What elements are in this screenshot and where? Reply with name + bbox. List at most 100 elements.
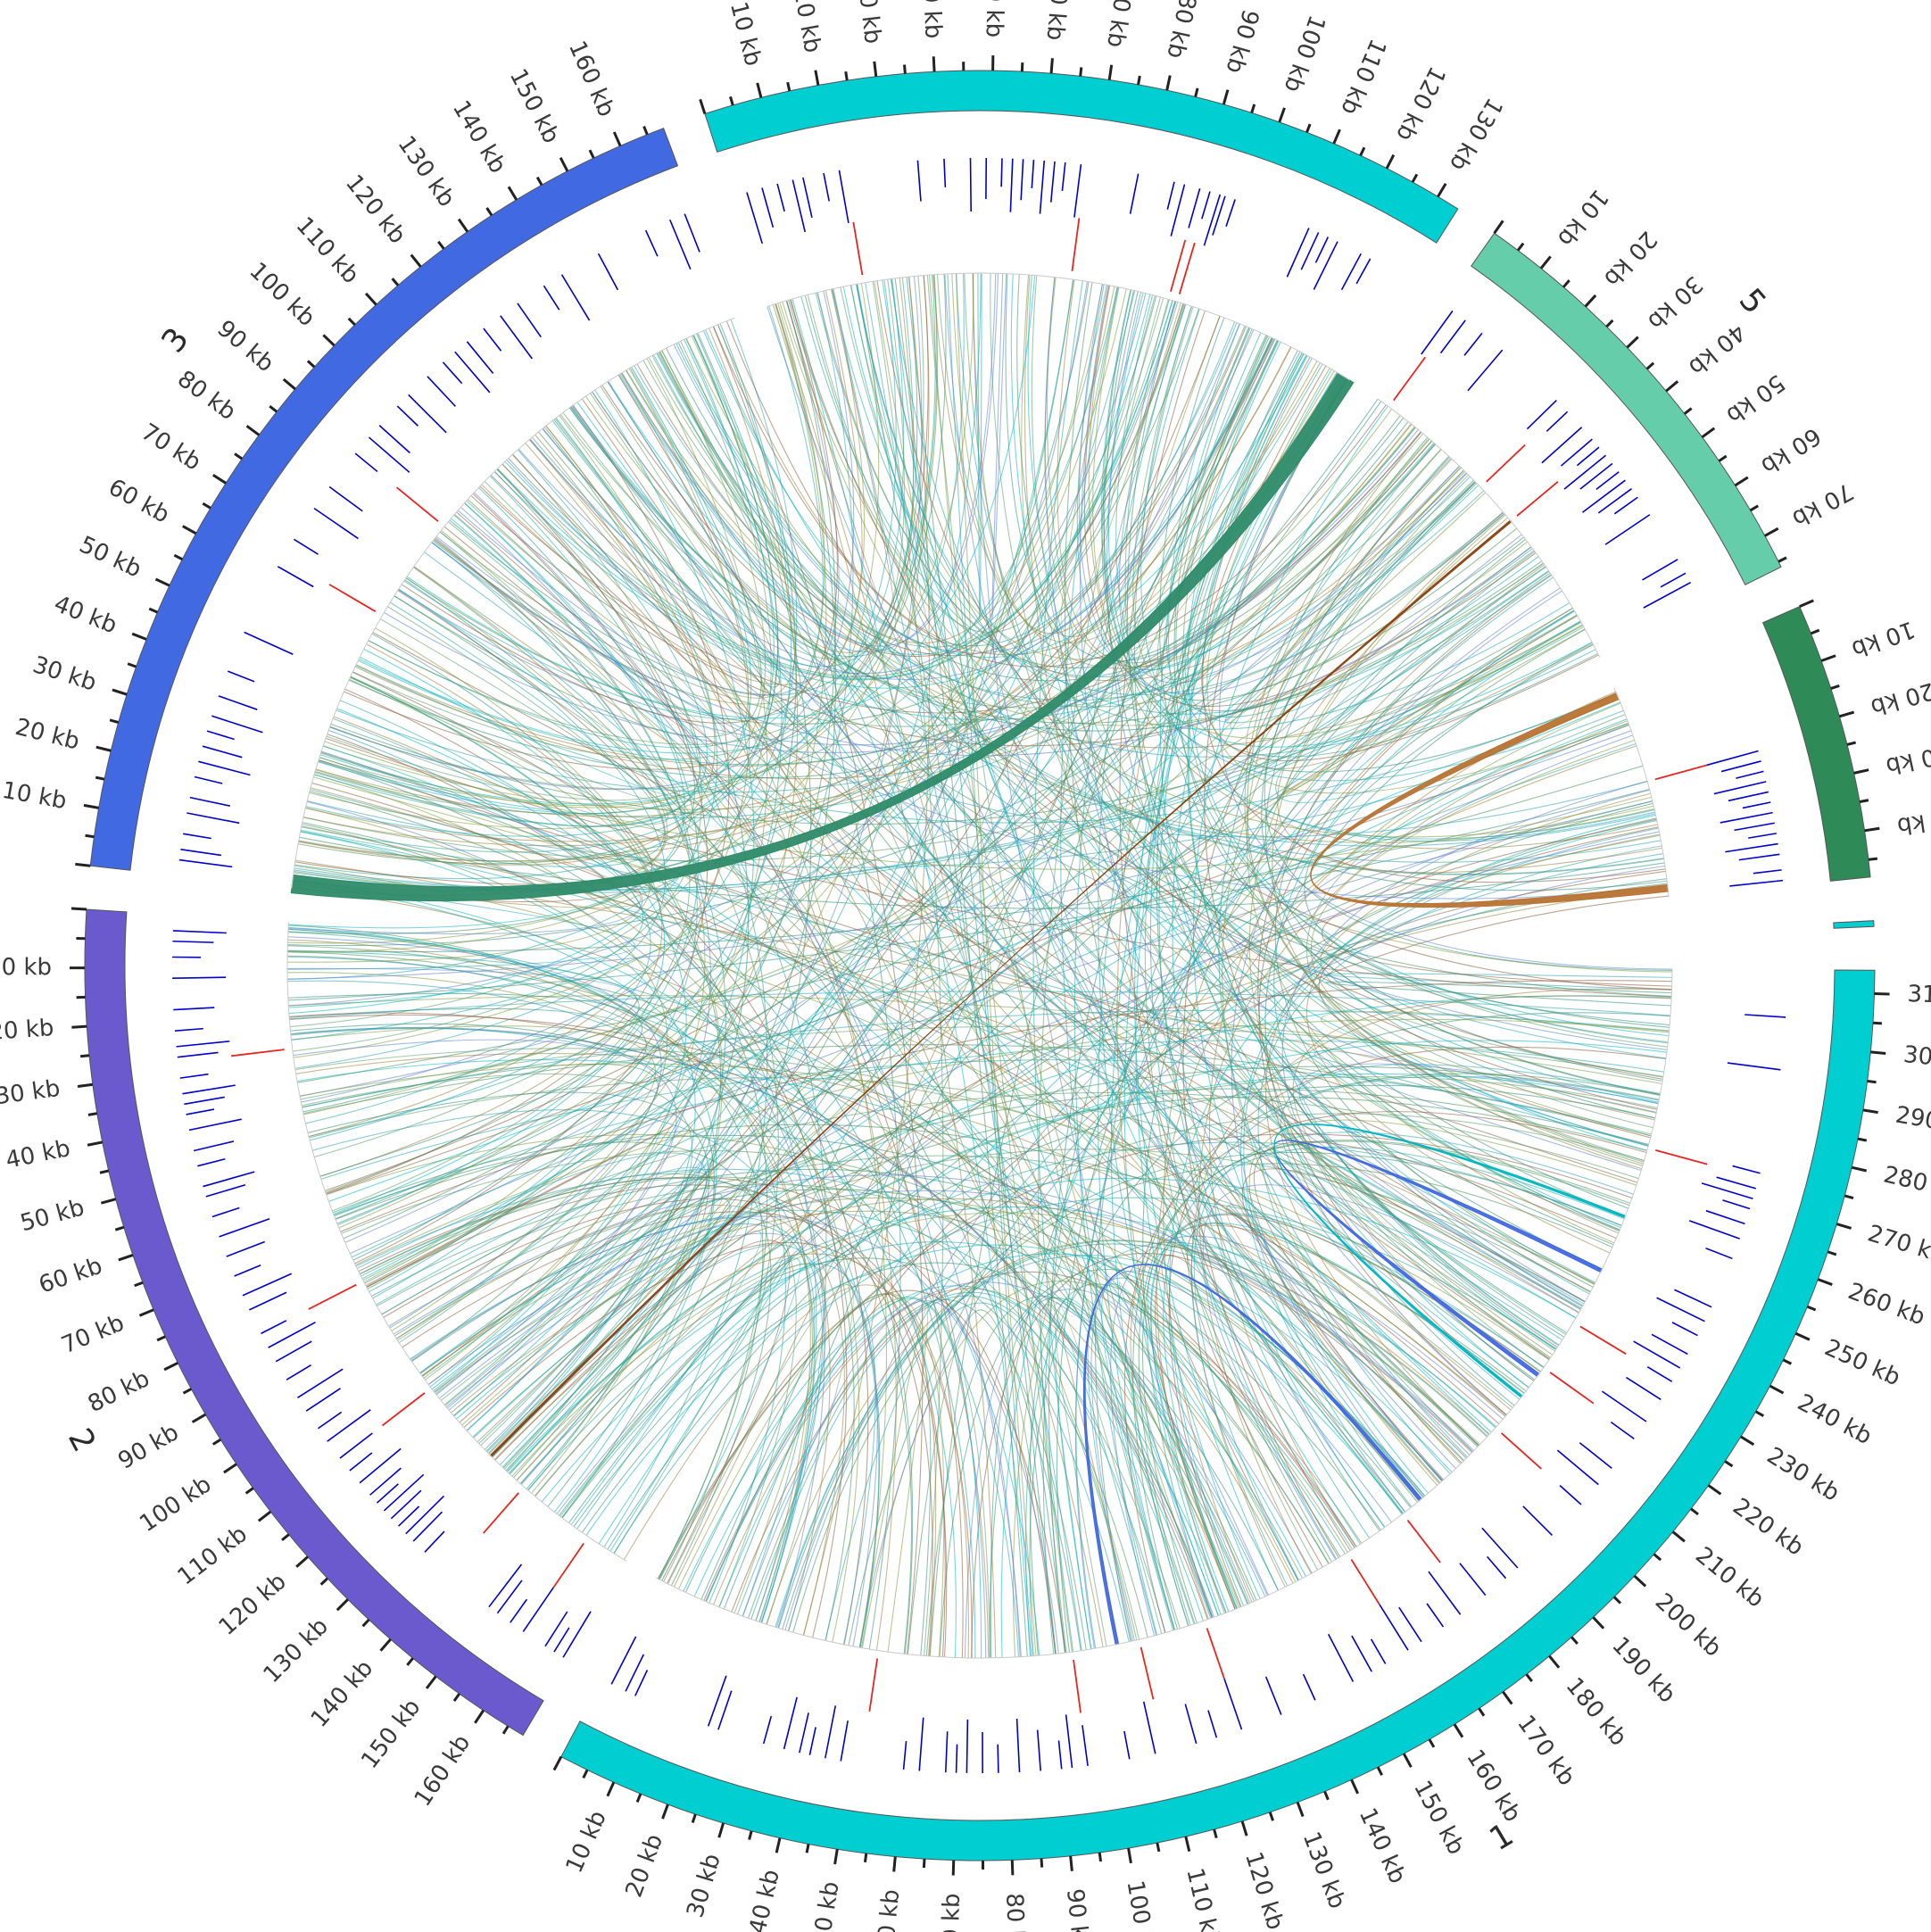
tick-2-100 bbox=[223, 1463, 237, 1474]
link-thin bbox=[936, 274, 1653, 1129]
feature-mark bbox=[369, 1467, 402, 1496]
tick-1-270 bbox=[1836, 1223, 1852, 1230]
link-thin bbox=[497, 337, 1272, 689]
tick-6-45 bbox=[1868, 857, 1878, 861]
marker-mark bbox=[1579, 1325, 1627, 1356]
link-thin bbox=[659, 1113, 1645, 1580]
link-thin bbox=[302, 823, 855, 1641]
link-thin bbox=[1222, 474, 1470, 1464]
link-thin bbox=[527, 1241, 1353, 1550]
tick-label-1-310: 310 kb bbox=[1907, 981, 1931, 1010]
tick-5-0 bbox=[1493, 220, 1504, 235]
feature-mark bbox=[378, 425, 410, 454]
link-thin bbox=[438, 831, 1660, 1399]
link-thin bbox=[319, 273, 974, 807]
link-thin bbox=[354, 468, 709, 1265]
link-thin bbox=[363, 303, 827, 1283]
link-thin bbox=[307, 1091, 710, 1489]
tick-1-70 bbox=[951, 1860, 956, 1876]
feature-mark bbox=[1579, 462, 1613, 490]
tick-label-2-10: 10 kb bbox=[0, 954, 52, 981]
link-thin bbox=[324, 440, 1432, 1191]
marker-mark bbox=[1073, 1659, 1082, 1713]
feature-mark bbox=[1286, 228, 1310, 278]
feature-mark bbox=[510, 1598, 528, 1623]
feature-mark bbox=[184, 1096, 225, 1106]
tick-label-1-50: 50 kb bbox=[808, 1879, 844, 1932]
link-thin bbox=[1244, 431, 1644, 1165]
link-thin bbox=[320, 750, 1614, 1246]
tick-label-1-280: 280 kb bbox=[1881, 1161, 1931, 1205]
tick-1-85 bbox=[1040, 1858, 1044, 1868]
link-thin bbox=[772, 304, 997, 1658]
feature-mark bbox=[1487, 1555, 1507, 1580]
feature-mark bbox=[902, 1741, 907, 1770]
tick-5-65 bbox=[1749, 504, 1759, 512]
feature-mark bbox=[277, 566, 314, 588]
segment-label-5: 5 bbox=[1732, 282, 1773, 321]
tick-2-90 bbox=[191, 1413, 207, 1423]
tick-label-6-40: 40 kb bbox=[1895, 803, 1931, 840]
feature-mark bbox=[500, 315, 533, 360]
link-thin bbox=[406, 286, 1118, 719]
tick-label-2-100: 100 kb bbox=[135, 1471, 216, 1538]
link-thin bbox=[1247, 436, 1645, 1163]
marker-mark bbox=[1206, 1628, 1225, 1679]
link-thin bbox=[402, 1211, 973, 1658]
feature-mark bbox=[383, 1473, 425, 1512]
link-boundary-2 bbox=[286, 922, 627, 1562]
tick-label-1-190: 190 kb bbox=[1606, 1632, 1680, 1709]
tick-3-125 bbox=[437, 240, 445, 250]
tick-5-10 bbox=[1539, 255, 1552, 269]
link-thin bbox=[718, 1298, 982, 1659]
feature-mark bbox=[1713, 781, 1767, 795]
link-thin bbox=[313, 774, 860, 1643]
feature-mark bbox=[1613, 496, 1638, 515]
feature-mark bbox=[1734, 822, 1775, 832]
tick-label-4-20: 20 kb bbox=[788, 0, 826, 55]
feature-mark bbox=[1166, 181, 1175, 210]
link-thin bbox=[368, 305, 824, 749]
link-thin bbox=[334, 1040, 1664, 1217]
link-thin bbox=[1163, 564, 1546, 1603]
tick-label-1-140: 140 kb bbox=[1354, 1804, 1411, 1888]
feature-mark bbox=[194, 775, 223, 784]
tick-2-125 bbox=[319, 1577, 329, 1586]
feature-mark bbox=[1610, 1421, 1635, 1439]
link-thin bbox=[1144, 352, 1319, 1571]
link-thin bbox=[792, 1163, 1613, 1633]
tick-1-160 bbox=[1453, 1723, 1464, 1738]
tick-2-55 bbox=[114, 1225, 125, 1231]
tick-label-2-70: 70 kb bbox=[58, 1310, 128, 1360]
tick-1-310 bbox=[1874, 991, 1890, 996]
tick-4-115 bbox=[1359, 146, 1366, 156]
tick-2-80 bbox=[163, 1361, 178, 1372]
tick-1-285 bbox=[1857, 1137, 1868, 1142]
tick-4-75 bbox=[1137, 75, 1141, 86]
tick-1-225 bbox=[1724, 1460, 1734, 1468]
link-thin bbox=[787, 853, 1663, 1631]
tick-1-255 bbox=[1806, 1305, 1817, 1312]
link-thin bbox=[338, 284, 1104, 1229]
link-thin bbox=[404, 579, 1082, 1651]
tick-label-5-50: 50 kb bbox=[1721, 369, 1790, 428]
tick-label-1-20: 20 kb bbox=[621, 1830, 669, 1901]
tick-label-3-20: 20 kb bbox=[12, 714, 82, 756]
tick-4-15 bbox=[786, 81, 791, 92]
tick-1-145 bbox=[1376, 1766, 1383, 1776]
feature-mark bbox=[634, 1670, 649, 1696]
marker-mark bbox=[483, 1492, 519, 1534]
tick-label-6-10: 10 kb bbox=[1848, 615, 1919, 662]
feature-mark bbox=[1736, 770, 1764, 779]
link-thin bbox=[568, 407, 1525, 724]
link-thin bbox=[481, 290, 863, 685]
tick-3-30 bbox=[112, 688, 128, 696]
tick-5-40 bbox=[1665, 380, 1679, 393]
feature-mark bbox=[1439, 319, 1466, 354]
feature-mark bbox=[840, 1721, 849, 1762]
feature-mark bbox=[1313, 241, 1338, 290]
link-thin bbox=[1073, 303, 1185, 1636]
link-boundary-1 bbox=[655, 969, 1673, 1659]
link-thin bbox=[623, 1284, 937, 1656]
link-thin bbox=[1123, 1111, 1647, 1633]
